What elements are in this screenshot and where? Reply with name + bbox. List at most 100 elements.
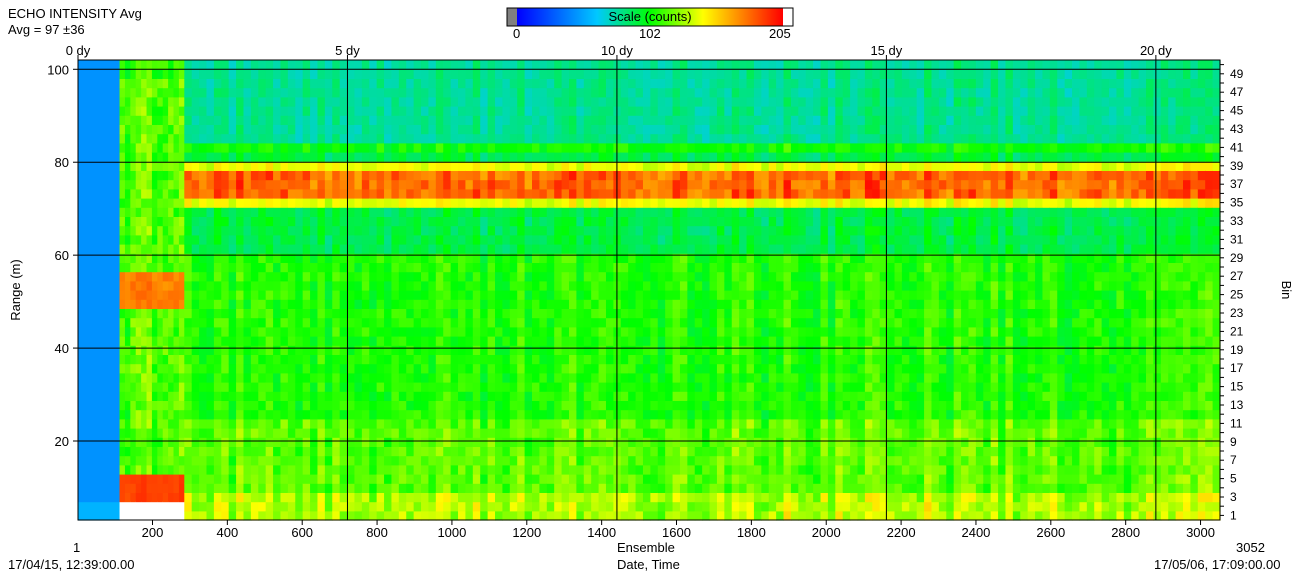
heatmap-cell [146, 96, 153, 107]
heatmap-cell [221, 483, 230, 493]
heatmap-cell [361, 133, 370, 144]
heatmap-cell [435, 363, 444, 374]
heatmap-cell [273, 382, 282, 392]
heatmap-cell [413, 115, 422, 125]
heatmap-cell [250, 115, 259, 125]
heatmap-cell [173, 483, 180, 493]
heatmap-cell [605, 464, 614, 475]
heatmap-cell [657, 326, 666, 337]
heatmap-cell [650, 428, 659, 438]
heatmap-cell [302, 382, 311, 392]
heatmap-cell [568, 78, 577, 89]
heatmap-cell [413, 198, 422, 208]
heatmap-cell [146, 308, 153, 319]
heatmap-cell [753, 455, 762, 466]
heatmap-cell [524, 418, 533, 429]
heatmap-cell [162, 87, 169, 98]
heatmap-cell [191, 418, 200, 429]
heatmap-cell [339, 382, 348, 392]
heatmap-cell [568, 152, 577, 162]
heatmap-cell [731, 345, 740, 355]
heatmap-cell [746, 372, 755, 383]
heatmap-cell [776, 216, 785, 227]
heatmap-cell [546, 225, 555, 236]
heatmap-cell [724, 391, 733, 401]
heatmap-cell [776, 152, 785, 162]
heatmap-cell [554, 382, 563, 392]
heatmap-cell [561, 78, 570, 89]
heatmap-cell [709, 78, 718, 89]
heatmap-cell [716, 345, 725, 355]
heatmap-cell [178, 391, 185, 401]
heatmap-cell [178, 124, 185, 135]
heatmap-cell [761, 400, 770, 411]
heatmap-cell [605, 216, 614, 227]
heatmap-cell [221, 179, 230, 190]
heatmap-cell [524, 170, 533, 181]
heatmap-cell [576, 510, 585, 521]
heatmap-cell [605, 372, 614, 383]
heatmap-cell [130, 225, 137, 236]
heatmap-cell [568, 382, 577, 392]
heatmap-cell [509, 372, 518, 383]
colorbar-cell [731, 8, 733, 26]
heatmap-cell [391, 188, 400, 199]
heatmap-cell [716, 418, 725, 429]
heatmap-cell [162, 170, 169, 181]
heatmap-cell [532, 464, 540, 475]
heatmap-cell [391, 400, 400, 411]
heatmap-cell [783, 372, 792, 383]
heatmap-cell [532, 96, 540, 107]
heatmap-cell [302, 483, 311, 493]
heatmap-cell [151, 326, 158, 337]
heatmap-cell [173, 290, 180, 300]
heatmap-cell [709, 142, 718, 153]
heatmap-cell [532, 216, 540, 227]
heatmap-cell [628, 179, 637, 190]
heatmap-cell [280, 345, 289, 355]
heatmap-cell [221, 400, 230, 411]
heatmap-cell [135, 290, 142, 300]
heatmap-cell [642, 464, 651, 475]
heatmap-cell [250, 400, 259, 411]
heatmap-cell [413, 244, 422, 254]
heatmap-cell [435, 501, 444, 512]
heatmap-cell [650, 354, 659, 365]
heatmap-cell [487, 60, 496, 70]
heatmap-cell [391, 474, 400, 484]
colorbar-cell [659, 8, 661, 26]
heatmap-cell [665, 115, 674, 125]
heatmap-cell [250, 501, 259, 512]
heatmap-cell [354, 161, 363, 171]
colorbar-cell [579, 8, 581, 26]
heatmap-cell [228, 253, 237, 263]
heatmap-cell [243, 464, 252, 475]
heatmap-cell [605, 391, 614, 401]
heatmap-cell [576, 78, 585, 89]
heatmap-cell [151, 418, 158, 429]
heatmap-cell [768, 225, 777, 236]
heatmap-cell [384, 253, 393, 263]
colorbar-cell [594, 8, 596, 26]
heatmap-cell [406, 262, 415, 273]
heatmap-cell [332, 418, 341, 429]
heatmap-cell [178, 234, 185, 245]
heatmap-cell [384, 96, 393, 107]
heatmap-cell [162, 106, 169, 116]
heatmap-cell [642, 437, 651, 447]
heatmap-cell [679, 115, 688, 125]
heatmap-cell [413, 428, 422, 438]
heatmap-cell [310, 133, 319, 144]
heatmap-cell [369, 262, 378, 273]
heatmap-cell [78, 336, 121, 346]
heatmap-cell [546, 400, 555, 411]
heatmap-cell [310, 271, 319, 282]
heatmap-cell [532, 198, 540, 208]
heatmap-cell [517, 69, 526, 79]
heatmap-cell [354, 142, 363, 153]
heatmap-cell [119, 244, 126, 254]
colorbar-offscale-low [507, 8, 517, 26]
heatmap-cell [517, 510, 526, 521]
heatmap-cell [561, 299, 570, 309]
heatmap-cell [361, 299, 370, 309]
